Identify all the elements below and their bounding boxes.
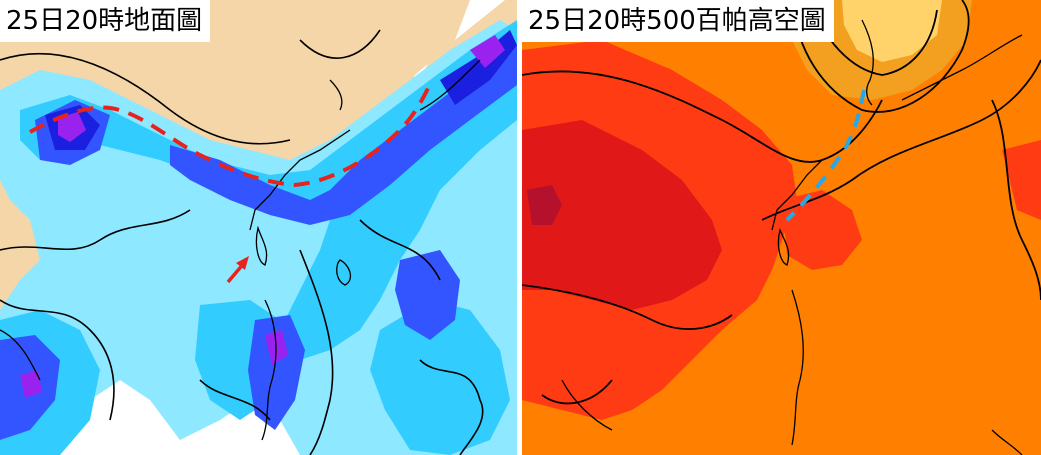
coldest-region xyxy=(842,0,942,62)
coastlines-upper xyxy=(561,19,1023,455)
peak-region xyxy=(527,185,562,225)
upper-air-map xyxy=(522,0,1041,455)
upper-air-map-panel: 25日20時500百帕高空圖 xyxy=(522,0,1041,455)
pressure-contours xyxy=(0,29,484,455)
coastlines xyxy=(0,59,481,441)
height-contours xyxy=(522,0,1041,405)
surface-map-title: 25日20時地面圖 xyxy=(0,0,211,42)
trough-line xyxy=(785,89,866,222)
upper-air-map-title: 25日20時500百帕高空圖 xyxy=(522,0,834,42)
panel-divider xyxy=(517,0,522,455)
precip-extreme-2 xyxy=(470,35,505,68)
korea-land xyxy=(320,0,370,85)
surface-map-panel: 25日20時地面圖 xyxy=(0,0,517,455)
precip-extreme-4 xyxy=(20,370,42,398)
precip-heavy-4 xyxy=(395,250,460,340)
arrow-icon xyxy=(226,256,249,284)
precip-extreme xyxy=(58,112,86,142)
hottest-region xyxy=(522,120,722,310)
precip-moderate-3 xyxy=(370,300,510,455)
hot-region-2 xyxy=(782,190,862,270)
front-line xyxy=(29,79,434,188)
precip-heavy-3 xyxy=(248,315,305,430)
hot-region-3 xyxy=(1002,140,1041,220)
surface-map xyxy=(0,0,517,455)
